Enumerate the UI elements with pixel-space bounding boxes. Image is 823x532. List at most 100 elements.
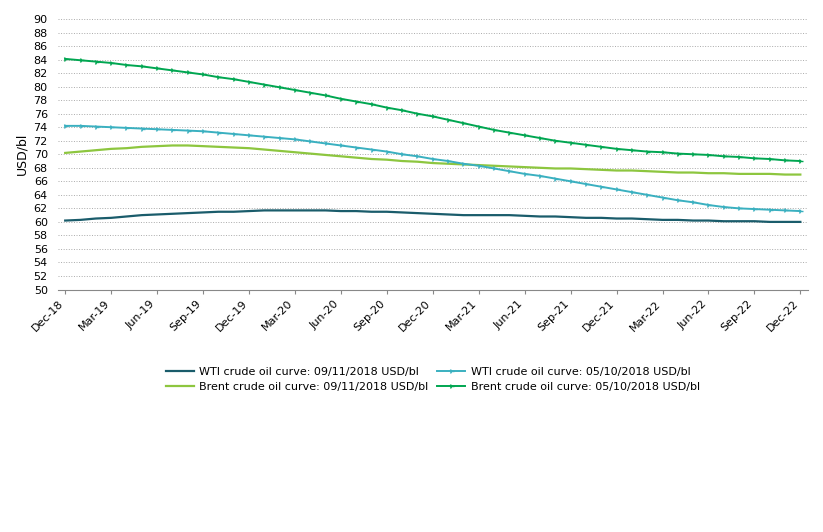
WTI crude oil curve: 09/11/2018 USD/bl: (22, 61.4): 09/11/2018 USD/bl: (22, 61.4) [398, 209, 407, 215]
WTI crude oil curve: 09/11/2018 USD/bl: (19, 61.6): 09/11/2018 USD/bl: (19, 61.6) [351, 208, 361, 214]
Brent crude oil curve: 05/10/2018 USD/bl: (14, 79.9): 05/10/2018 USD/bl: (14, 79.9) [275, 84, 285, 90]
WTI crude oil curve: 05/10/2018 USD/bl: (15, 72.2): 05/10/2018 USD/bl: (15, 72.2) [290, 136, 300, 143]
Legend: WTI crude oil curve: 09/11/2018 USD/bl, Brent crude oil curve: 09/11/2018 USD/bl: WTI crude oil curve: 09/11/2018 USD/bl, … [165, 367, 700, 392]
Brent crude oil curve: 09/11/2018 USD/bl: (35, 67.7): 09/11/2018 USD/bl: (35, 67.7) [597, 167, 607, 173]
WTI crude oil curve: 05/10/2018 USD/bl: (10, 73.2): 05/10/2018 USD/bl: (10, 73.2) [213, 129, 223, 136]
WTI crude oil curve: 09/11/2018 USD/bl: (14, 61.7): 09/11/2018 USD/bl: (14, 61.7) [275, 207, 285, 214]
Brent crude oil curve: 09/11/2018 USD/bl: (15, 70.3): 09/11/2018 USD/bl: (15, 70.3) [290, 149, 300, 155]
Brent crude oil curve: 09/11/2018 USD/bl: (8, 71.3): 09/11/2018 USD/bl: (8, 71.3) [183, 142, 193, 148]
WTI crude oil curve: 09/11/2018 USD/bl: (31, 60.8): 09/11/2018 USD/bl: (31, 60.8) [535, 213, 545, 220]
Brent crude oil curve: 05/10/2018 USD/bl: (30, 72.8): 05/10/2018 USD/bl: (30, 72.8) [519, 132, 529, 138]
WTI crude oil curve: 09/11/2018 USD/bl: (21, 61.5): 09/11/2018 USD/bl: (21, 61.5) [382, 209, 392, 215]
Brent crude oil curve: 05/10/2018 USD/bl: (40, 70.1): 05/10/2018 USD/bl: (40, 70.1) [673, 151, 683, 157]
WTI crude oil curve: 05/10/2018 USD/bl: (0, 74.2): 05/10/2018 USD/bl: (0, 74.2) [60, 123, 70, 129]
Brent crude oil curve: 09/11/2018 USD/bl: (43, 67.2): 09/11/2018 USD/bl: (43, 67.2) [718, 170, 728, 177]
Brent crude oil curve: 09/11/2018 USD/bl: (45, 67.1): 09/11/2018 USD/bl: (45, 67.1) [750, 171, 760, 177]
Brent crude oil curve: 05/10/2018 USD/bl: (28, 73.6): 05/10/2018 USD/bl: (28, 73.6) [489, 127, 499, 133]
Brent crude oil curve: 09/11/2018 USD/bl: (10, 71.1): 09/11/2018 USD/bl: (10, 71.1) [213, 144, 223, 150]
Brent crude oil curve: 05/10/2018 USD/bl: (36, 70.8): 05/10/2018 USD/bl: (36, 70.8) [611, 146, 621, 152]
Brent crude oil curve: 05/10/2018 USD/bl: (13, 80.3): 05/10/2018 USD/bl: (13, 80.3) [259, 81, 269, 88]
Brent crude oil curve: 09/11/2018 USD/bl: (42, 67.2): 09/11/2018 USD/bl: (42, 67.2) [704, 170, 714, 177]
Brent crude oil curve: 09/11/2018 USD/bl: (25, 68.6): 09/11/2018 USD/bl: (25, 68.6) [443, 161, 453, 167]
WTI crude oil curve: 05/10/2018 USD/bl: (6, 73.7): 05/10/2018 USD/bl: (6, 73.7) [152, 126, 162, 132]
WTI crude oil curve: 05/10/2018 USD/bl: (43, 62.2): 05/10/2018 USD/bl: (43, 62.2) [718, 204, 728, 210]
WTI crude oil curve: 05/10/2018 USD/bl: (47, 61.7): 05/10/2018 USD/bl: (47, 61.7) [780, 207, 790, 214]
WTI crude oil curve: 09/11/2018 USD/bl: (25, 61.1): 09/11/2018 USD/bl: (25, 61.1) [443, 211, 453, 218]
Brent crude oil curve: 09/11/2018 USD/bl: (13, 70.7): 09/11/2018 USD/bl: (13, 70.7) [259, 146, 269, 153]
Brent crude oil curve: 05/10/2018 USD/bl: (42, 69.9): 05/10/2018 USD/bl: (42, 69.9) [704, 152, 714, 158]
Brent crude oil curve: 05/10/2018 USD/bl: (29, 73.2): 05/10/2018 USD/bl: (29, 73.2) [504, 129, 514, 136]
WTI crude oil curve: 05/10/2018 USD/bl: (22, 70): 05/10/2018 USD/bl: (22, 70) [398, 151, 407, 157]
Brent crude oil curve: 05/10/2018 USD/bl: (32, 72): 05/10/2018 USD/bl: (32, 72) [551, 138, 560, 144]
WTI crude oil curve: 05/10/2018 USD/bl: (32, 66.4): 05/10/2018 USD/bl: (32, 66.4) [551, 176, 560, 182]
Brent crude oil curve: 09/11/2018 USD/bl: (26, 68.5): 09/11/2018 USD/bl: (26, 68.5) [458, 161, 468, 168]
WTI crude oil curve: 09/11/2018 USD/bl: (26, 61): 09/11/2018 USD/bl: (26, 61) [458, 212, 468, 218]
WTI crude oil curve: 09/11/2018 USD/bl: (34, 60.6): 09/11/2018 USD/bl: (34, 60.6) [581, 214, 591, 221]
WTI crude oil curve: 05/10/2018 USD/bl: (36, 64.8): 05/10/2018 USD/bl: (36, 64.8) [611, 186, 621, 193]
WTI crude oil curve: 09/11/2018 USD/bl: (20, 61.5): 09/11/2018 USD/bl: (20, 61.5) [366, 209, 376, 215]
Brent crude oil curve: 05/10/2018 USD/bl: (11, 81.1): 05/10/2018 USD/bl: (11, 81.1) [229, 76, 239, 82]
WTI crude oil curve: 09/11/2018 USD/bl: (37, 60.5): 09/11/2018 USD/bl: (37, 60.5) [627, 215, 637, 222]
Brent crude oil curve: 05/10/2018 USD/bl: (8, 82.1): 05/10/2018 USD/bl: (8, 82.1) [183, 69, 193, 76]
Brent crude oil curve: 05/10/2018 USD/bl: (31, 72.4): 05/10/2018 USD/bl: (31, 72.4) [535, 135, 545, 141]
Brent crude oil curve: 09/11/2018 USD/bl: (46, 67.1): 09/11/2018 USD/bl: (46, 67.1) [765, 171, 774, 177]
Brent crude oil curve: 05/10/2018 USD/bl: (6, 82.7): 05/10/2018 USD/bl: (6, 82.7) [152, 65, 162, 72]
WTI crude oil curve: 05/10/2018 USD/bl: (40, 63.2): 05/10/2018 USD/bl: (40, 63.2) [673, 197, 683, 203]
WTI crude oil curve: 09/11/2018 USD/bl: (32, 60.8): 09/11/2018 USD/bl: (32, 60.8) [551, 213, 560, 220]
Brent crude oil curve: 05/10/2018 USD/bl: (5, 83): 05/10/2018 USD/bl: (5, 83) [137, 63, 146, 70]
Brent crude oil curve: 09/11/2018 USD/bl: (29, 68.2): 09/11/2018 USD/bl: (29, 68.2) [504, 163, 514, 170]
Brent crude oil curve: 05/10/2018 USD/bl: (15, 79.5): 05/10/2018 USD/bl: (15, 79.5) [290, 87, 300, 93]
WTI crude oil curve: 05/10/2018 USD/bl: (20, 70.7): 05/10/2018 USD/bl: (20, 70.7) [366, 146, 376, 153]
WTI crude oil curve: 09/11/2018 USD/bl: (36, 60.5): 09/11/2018 USD/bl: (36, 60.5) [611, 215, 621, 222]
Brent crude oil curve: 09/11/2018 USD/bl: (30, 68.1): 09/11/2018 USD/bl: (30, 68.1) [519, 164, 529, 170]
WTI crude oil curve: 05/10/2018 USD/bl: (28, 67.9): 05/10/2018 USD/bl: (28, 67.9) [489, 165, 499, 172]
WTI crude oil curve: 09/11/2018 USD/bl: (27, 61): 09/11/2018 USD/bl: (27, 61) [474, 212, 484, 218]
WTI crude oil curve: 05/10/2018 USD/bl: (9, 73.4): 05/10/2018 USD/bl: (9, 73.4) [198, 128, 208, 135]
Brent crude oil curve: 05/10/2018 USD/bl: (46, 69.3): 05/10/2018 USD/bl: (46, 69.3) [765, 156, 774, 162]
WTI crude oil curve: 09/11/2018 USD/bl: (46, 60): 09/11/2018 USD/bl: (46, 60) [765, 219, 774, 225]
Brent crude oil curve: 09/11/2018 USD/bl: (6, 71.2): 09/11/2018 USD/bl: (6, 71.2) [152, 143, 162, 149]
Brent crude oil curve: 05/10/2018 USD/bl: (18, 78.2): 05/10/2018 USD/bl: (18, 78.2) [336, 96, 346, 102]
Brent crude oil curve: 09/11/2018 USD/bl: (28, 68.3): 09/11/2018 USD/bl: (28, 68.3) [489, 163, 499, 169]
Brent crude oil curve: 09/11/2018 USD/bl: (12, 70.9): 09/11/2018 USD/bl: (12, 70.9) [244, 145, 254, 152]
Brent crude oil curve: 09/11/2018 USD/bl: (48, 67): 09/11/2018 USD/bl: (48, 67) [795, 171, 805, 178]
Brent crude oil curve: 09/11/2018 USD/bl: (17, 69.9): 09/11/2018 USD/bl: (17, 69.9) [321, 152, 331, 158]
Brent crude oil curve: 05/10/2018 USD/bl: (3, 83.5): 05/10/2018 USD/bl: (3, 83.5) [106, 60, 116, 66]
WTI crude oil curve: 09/11/2018 USD/bl: (40, 60.3): 09/11/2018 USD/bl: (40, 60.3) [673, 217, 683, 223]
WTI crude oil curve: 09/11/2018 USD/bl: (29, 61): 09/11/2018 USD/bl: (29, 61) [504, 212, 514, 218]
WTI crude oil curve: 05/10/2018 USD/bl: (18, 71.3): 05/10/2018 USD/bl: (18, 71.3) [336, 142, 346, 148]
WTI crude oil curve: 05/10/2018 USD/bl: (30, 67.1): 05/10/2018 USD/bl: (30, 67.1) [519, 171, 529, 177]
Brent crude oil curve: 09/11/2018 USD/bl: (19, 69.5): 09/11/2018 USD/bl: (19, 69.5) [351, 154, 361, 161]
Brent crude oil curve: 05/10/2018 USD/bl: (37, 70.6): 05/10/2018 USD/bl: (37, 70.6) [627, 147, 637, 153]
Brent crude oil curve: 05/10/2018 USD/bl: (20, 77.4): 05/10/2018 USD/bl: (20, 77.4) [366, 101, 376, 107]
Brent crude oil curve: 05/10/2018 USD/bl: (23, 76): 05/10/2018 USD/bl: (23, 76) [412, 111, 422, 117]
WTI crude oil curve: 05/10/2018 USD/bl: (41, 62.9): 05/10/2018 USD/bl: (41, 62.9) [688, 199, 698, 205]
Brent crude oil curve: 05/10/2018 USD/bl: (4, 83.2): 05/10/2018 USD/bl: (4, 83.2) [122, 62, 132, 68]
WTI crude oil curve: 05/10/2018 USD/bl: (4, 73.9): 05/10/2018 USD/bl: (4, 73.9) [122, 124, 132, 131]
Brent crude oil curve: 05/10/2018 USD/bl: (0, 84.1): 05/10/2018 USD/bl: (0, 84.1) [60, 56, 70, 62]
WTI crude oil curve: 05/10/2018 USD/bl: (17, 71.6): 05/10/2018 USD/bl: (17, 71.6) [321, 140, 331, 147]
WTI crude oil curve: 05/10/2018 USD/bl: (1, 74.2): 05/10/2018 USD/bl: (1, 74.2) [76, 123, 86, 129]
Brent crude oil curve: 09/11/2018 USD/bl: (0, 70.2): 09/11/2018 USD/bl: (0, 70.2) [60, 149, 70, 156]
WTI crude oil curve: 09/11/2018 USD/bl: (18, 61.6): 09/11/2018 USD/bl: (18, 61.6) [336, 208, 346, 214]
WTI crude oil curve: 05/10/2018 USD/bl: (44, 62): 05/10/2018 USD/bl: (44, 62) [734, 205, 744, 212]
WTI crude oil curve: 05/10/2018 USD/bl: (27, 68.3): 05/10/2018 USD/bl: (27, 68.3) [474, 163, 484, 169]
WTI crude oil curve: 09/11/2018 USD/bl: (38, 60.4): 09/11/2018 USD/bl: (38, 60.4) [642, 216, 652, 222]
Brent crude oil curve: 09/11/2018 USD/bl: (9, 71.2): 09/11/2018 USD/bl: (9, 71.2) [198, 143, 208, 149]
WTI crude oil curve: 05/10/2018 USD/bl: (11, 73): 05/10/2018 USD/bl: (11, 73) [229, 131, 239, 137]
WTI crude oil curve: 05/10/2018 USD/bl: (35, 65.2): 05/10/2018 USD/bl: (35, 65.2) [597, 184, 607, 190]
Brent crude oil curve: 09/11/2018 USD/bl: (47, 67): 09/11/2018 USD/bl: (47, 67) [780, 171, 790, 178]
Brent crude oil curve: 09/11/2018 USD/bl: (5, 71.1): 09/11/2018 USD/bl: (5, 71.1) [137, 144, 146, 150]
Brent crude oil curve: 09/11/2018 USD/bl: (2, 70.6): 09/11/2018 USD/bl: (2, 70.6) [91, 147, 100, 153]
WTI crude oil curve: 05/10/2018 USD/bl: (39, 63.6): 05/10/2018 USD/bl: (39, 63.6) [658, 194, 667, 201]
WTI crude oil curve: 09/11/2018 USD/bl: (43, 60.1): 09/11/2018 USD/bl: (43, 60.1) [718, 218, 728, 225]
WTI crude oil curve: 05/10/2018 USD/bl: (38, 64): 05/10/2018 USD/bl: (38, 64) [642, 192, 652, 198]
Brent crude oil curve: 05/10/2018 USD/bl: (10, 81.4): 05/10/2018 USD/bl: (10, 81.4) [213, 74, 223, 80]
Brent crude oil curve: 09/11/2018 USD/bl: (38, 67.5): 09/11/2018 USD/bl: (38, 67.5) [642, 168, 652, 174]
WTI crude oil curve: 09/11/2018 USD/bl: (48, 60): 09/11/2018 USD/bl: (48, 60) [795, 219, 805, 225]
Brent crude oil curve: 05/10/2018 USD/bl: (7, 82.4): 05/10/2018 USD/bl: (7, 82.4) [167, 67, 177, 73]
Brent crude oil curve: 05/10/2018 USD/bl: (9, 81.8): 05/10/2018 USD/bl: (9, 81.8) [198, 71, 208, 78]
Brent crude oil curve: 09/11/2018 USD/bl: (41, 67.3): 09/11/2018 USD/bl: (41, 67.3) [688, 169, 698, 176]
WTI crude oil curve: 05/10/2018 USD/bl: (5, 73.8): 05/10/2018 USD/bl: (5, 73.8) [137, 126, 146, 132]
WTI crude oil curve: 05/10/2018 USD/bl: (25, 69): 05/10/2018 USD/bl: (25, 69) [443, 158, 453, 164]
